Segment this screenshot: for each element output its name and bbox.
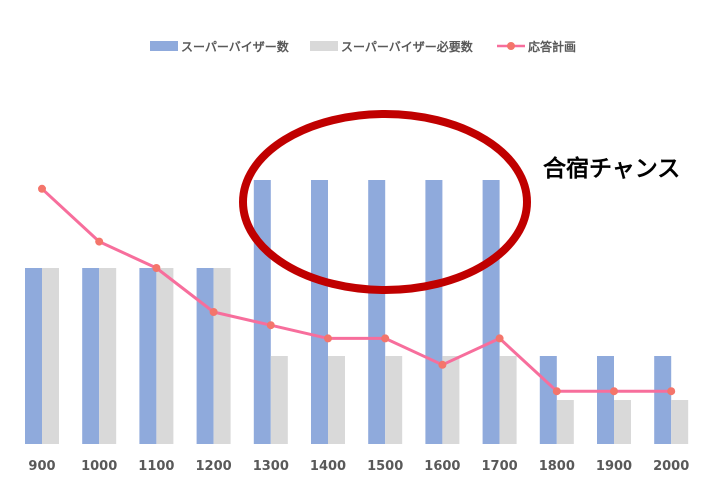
x-tick-label-1600: 1600 xyxy=(424,459,460,474)
bar-supervisor-count-1900 xyxy=(597,356,614,444)
bar-supervisor-count-1100 xyxy=(139,268,157,444)
response-plan-point-1600 xyxy=(438,360,447,369)
bar-supervisor-required-900 xyxy=(42,268,59,444)
response-plan-point-1800 xyxy=(552,387,561,396)
bar-supervisor-count-1600 xyxy=(425,180,443,444)
bar-supervisor-count-1200 xyxy=(196,268,214,444)
response-plan-point-1200 xyxy=(209,308,218,316)
x-tick-label-1200: 1200 xyxy=(196,459,232,474)
bar-supervisor-count-1500 xyxy=(368,180,386,444)
bar-supervisor-count-1300 xyxy=(253,180,271,444)
response-plan-point-1400 xyxy=(324,334,332,343)
response-plan-point-1500 xyxy=(381,334,390,343)
x-axis-ticks: 900 1000 1100 1200 1300 1400 1500 1600 1700 1800 1… xyxy=(28,459,689,474)
bar-supervisor-count-1000 xyxy=(82,268,100,444)
response-plan-point-900 xyxy=(38,184,46,193)
bar-supervisor-count-1700 xyxy=(482,180,500,444)
bar-supervisor-required-1500 xyxy=(385,356,403,444)
x-tick-label-1700: 1700 xyxy=(482,459,518,474)
x-tick-label-1500: 1500 xyxy=(367,459,403,474)
legend-swatch-bar-supervisor-required xyxy=(310,41,338,51)
chance-highlight-ellipse xyxy=(239,110,531,294)
legend-label-response-plan: 応答計画 xyxy=(528,39,576,54)
x-tick-label-2000: 2000 xyxy=(653,459,689,474)
legend-label-supervisor-required: スーパーバイザー必要数 xyxy=(341,39,474,54)
bar-supervisor-count-1800 xyxy=(539,356,557,444)
x-tick-label-1100: 1100 xyxy=(138,459,174,474)
line-layer xyxy=(38,184,676,396)
bar-supervisor-count-2000 xyxy=(654,356,672,444)
x-tick-label-1000: 1000 xyxy=(81,459,117,474)
bar-supervisor-required-1700 xyxy=(499,356,517,444)
x-tick-label-1400: 1400 xyxy=(310,459,346,474)
bar-supervisor-required-1000 xyxy=(99,268,117,444)
chance-annotation-label: 合宿チャンス xyxy=(543,155,680,182)
bar-supervisor-required-1600 xyxy=(442,356,460,444)
x-tick-label-1300: 1300 xyxy=(253,459,289,474)
bar-supervisor-required-1100 xyxy=(156,268,174,444)
bar-supervisor-required-1200 xyxy=(213,268,231,444)
bar-supervisor-required-1300 xyxy=(270,356,288,444)
response-plan-point-1700 xyxy=(495,334,504,343)
response-plan-point-1900 xyxy=(610,387,618,396)
response-plan-line xyxy=(40,187,672,393)
bar-supervisor-count-1400 xyxy=(311,180,328,444)
bar-supervisor-required-2000 xyxy=(671,400,689,444)
x-tick-label-1900: 1900 xyxy=(596,459,632,474)
response-plan-point-1300 xyxy=(266,321,275,330)
legend-marker-response-plan xyxy=(507,42,515,50)
legend: スーパーバイザー数 スーパーバイザー必要数 応答計画 xyxy=(150,39,576,54)
response-plan-point-2000 xyxy=(667,387,676,396)
bar-supervisor-required-1800 xyxy=(556,400,574,444)
response-plan-point-1100 xyxy=(152,264,161,272)
x-tick-label-900: 900 xyxy=(28,459,55,474)
bar-supervisor-required-1900 xyxy=(614,400,631,444)
x-tick-label-1800: 1800 xyxy=(539,459,575,474)
response-plan-point-1000 xyxy=(95,237,104,246)
bar-supervisor-count-900 xyxy=(25,268,42,444)
legend-label-supervisor-count: スーパーバイザー数 xyxy=(181,39,290,54)
bar-supervisor-required-1400 xyxy=(328,356,345,444)
bars-layer xyxy=(25,180,689,444)
legend-swatch-bar-supervisor-count xyxy=(150,41,178,51)
